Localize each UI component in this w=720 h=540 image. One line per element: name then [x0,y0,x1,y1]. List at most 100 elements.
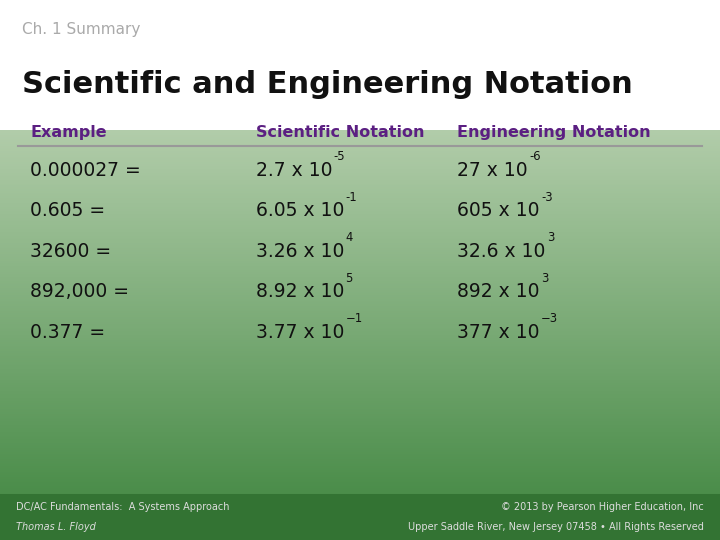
Text: 3.77 x 10: 3.77 x 10 [256,322,344,342]
Bar [0,11,720,12]
Bar [0,22,720,23]
Bar [0,340,720,342]
Bar [0,153,720,155]
Text: 27 x 10: 27 x 10 [457,160,528,180]
Bar [0,290,720,292]
Bar [0,207,720,209]
Bar [0,128,720,130]
Bar [0,282,720,285]
Bar [0,360,720,362]
Bar [0,351,720,353]
Bar [0,471,720,474]
Text: Upper Saddle River, New Jersey 07458 • All Rights Reserved: Upper Saddle River, New Jersey 07458 • A… [408,522,704,532]
Bar [0,88,720,90]
Bar [0,281,720,282]
Bar [0,241,720,243]
Bar [0,164,720,166]
Bar [0,520,720,522]
Bar [0,113,720,115]
Bar [0,36,720,38]
Bar [0,52,720,54]
Bar [0,285,720,286]
Bar [0,369,720,371]
Bar [0,135,720,137]
Bar [0,198,720,200]
Bar [0,243,720,245]
Bar [0,441,720,443]
Bar [0,236,720,238]
Bar [0,524,720,525]
Bar [0,39,720,42]
Bar [0,494,720,540]
Bar [0,517,720,518]
Bar [0,376,720,378]
Bar [0,42,720,43]
Bar [0,434,720,436]
Bar [0,396,720,398]
Bar [0,101,720,103]
Bar [0,436,720,437]
Bar [0,16,720,18]
Bar [0,324,720,326]
Bar [0,92,720,93]
Bar [0,366,720,367]
Bar [0,459,720,461]
Bar [0,15,720,16]
Bar [0,452,720,454]
Bar [0,522,720,524]
Bar [0,150,720,151]
Bar [0,502,720,504]
Bar [0,86,720,88]
Text: 0.000027 =: 0.000027 = [30,160,141,180]
Bar [0,117,720,119]
Bar [0,119,720,120]
Bar [0,223,720,225]
Bar [0,315,720,317]
Bar [0,301,720,302]
Bar [0,353,720,355]
Bar [0,497,720,498]
Bar [0,254,720,255]
Bar [0,346,720,347]
Text: 32600 =: 32600 = [30,241,112,261]
Bar [0,139,720,140]
Text: Engineering Notation: Engineering Notation [457,125,651,140]
Bar [0,225,720,227]
Bar [0,491,720,493]
Bar [0,93,720,96]
Bar [0,319,720,320]
Bar [0,5,720,7]
Bar [0,339,720,340]
Bar [0,498,720,501]
Text: 6.05 x 10: 6.05 x 10 [256,201,344,220]
Bar [0,160,720,162]
Bar [0,410,720,412]
Bar [0,417,720,420]
Text: Example: Example [30,125,107,140]
Bar [0,358,720,360]
Bar [0,508,720,509]
Bar [0,142,720,144]
Text: Scientific and Engineering Notation: Scientific and Engineering Notation [22,70,632,99]
Bar [0,374,720,376]
Bar [0,193,720,194]
Text: © 2013 by Pearson Higher Education, Inc: © 2013 by Pearson Higher Education, Inc [501,502,704,512]
Bar [0,99,720,101]
Bar [0,444,720,447]
Bar [0,115,720,117]
Bar [0,367,720,369]
Bar [0,205,720,207]
Bar [0,403,720,405]
Bar [0,189,720,191]
Bar [0,463,720,464]
Bar [0,169,720,171]
Bar [0,536,720,538]
Text: 3: 3 [541,272,549,285]
Bar [0,286,720,288]
Text: 605 x 10: 605 x 10 [457,201,540,220]
Bar [0,448,720,450]
Bar [0,106,720,108]
Bar [0,228,720,231]
Bar [0,506,720,508]
Bar [0,66,720,69]
